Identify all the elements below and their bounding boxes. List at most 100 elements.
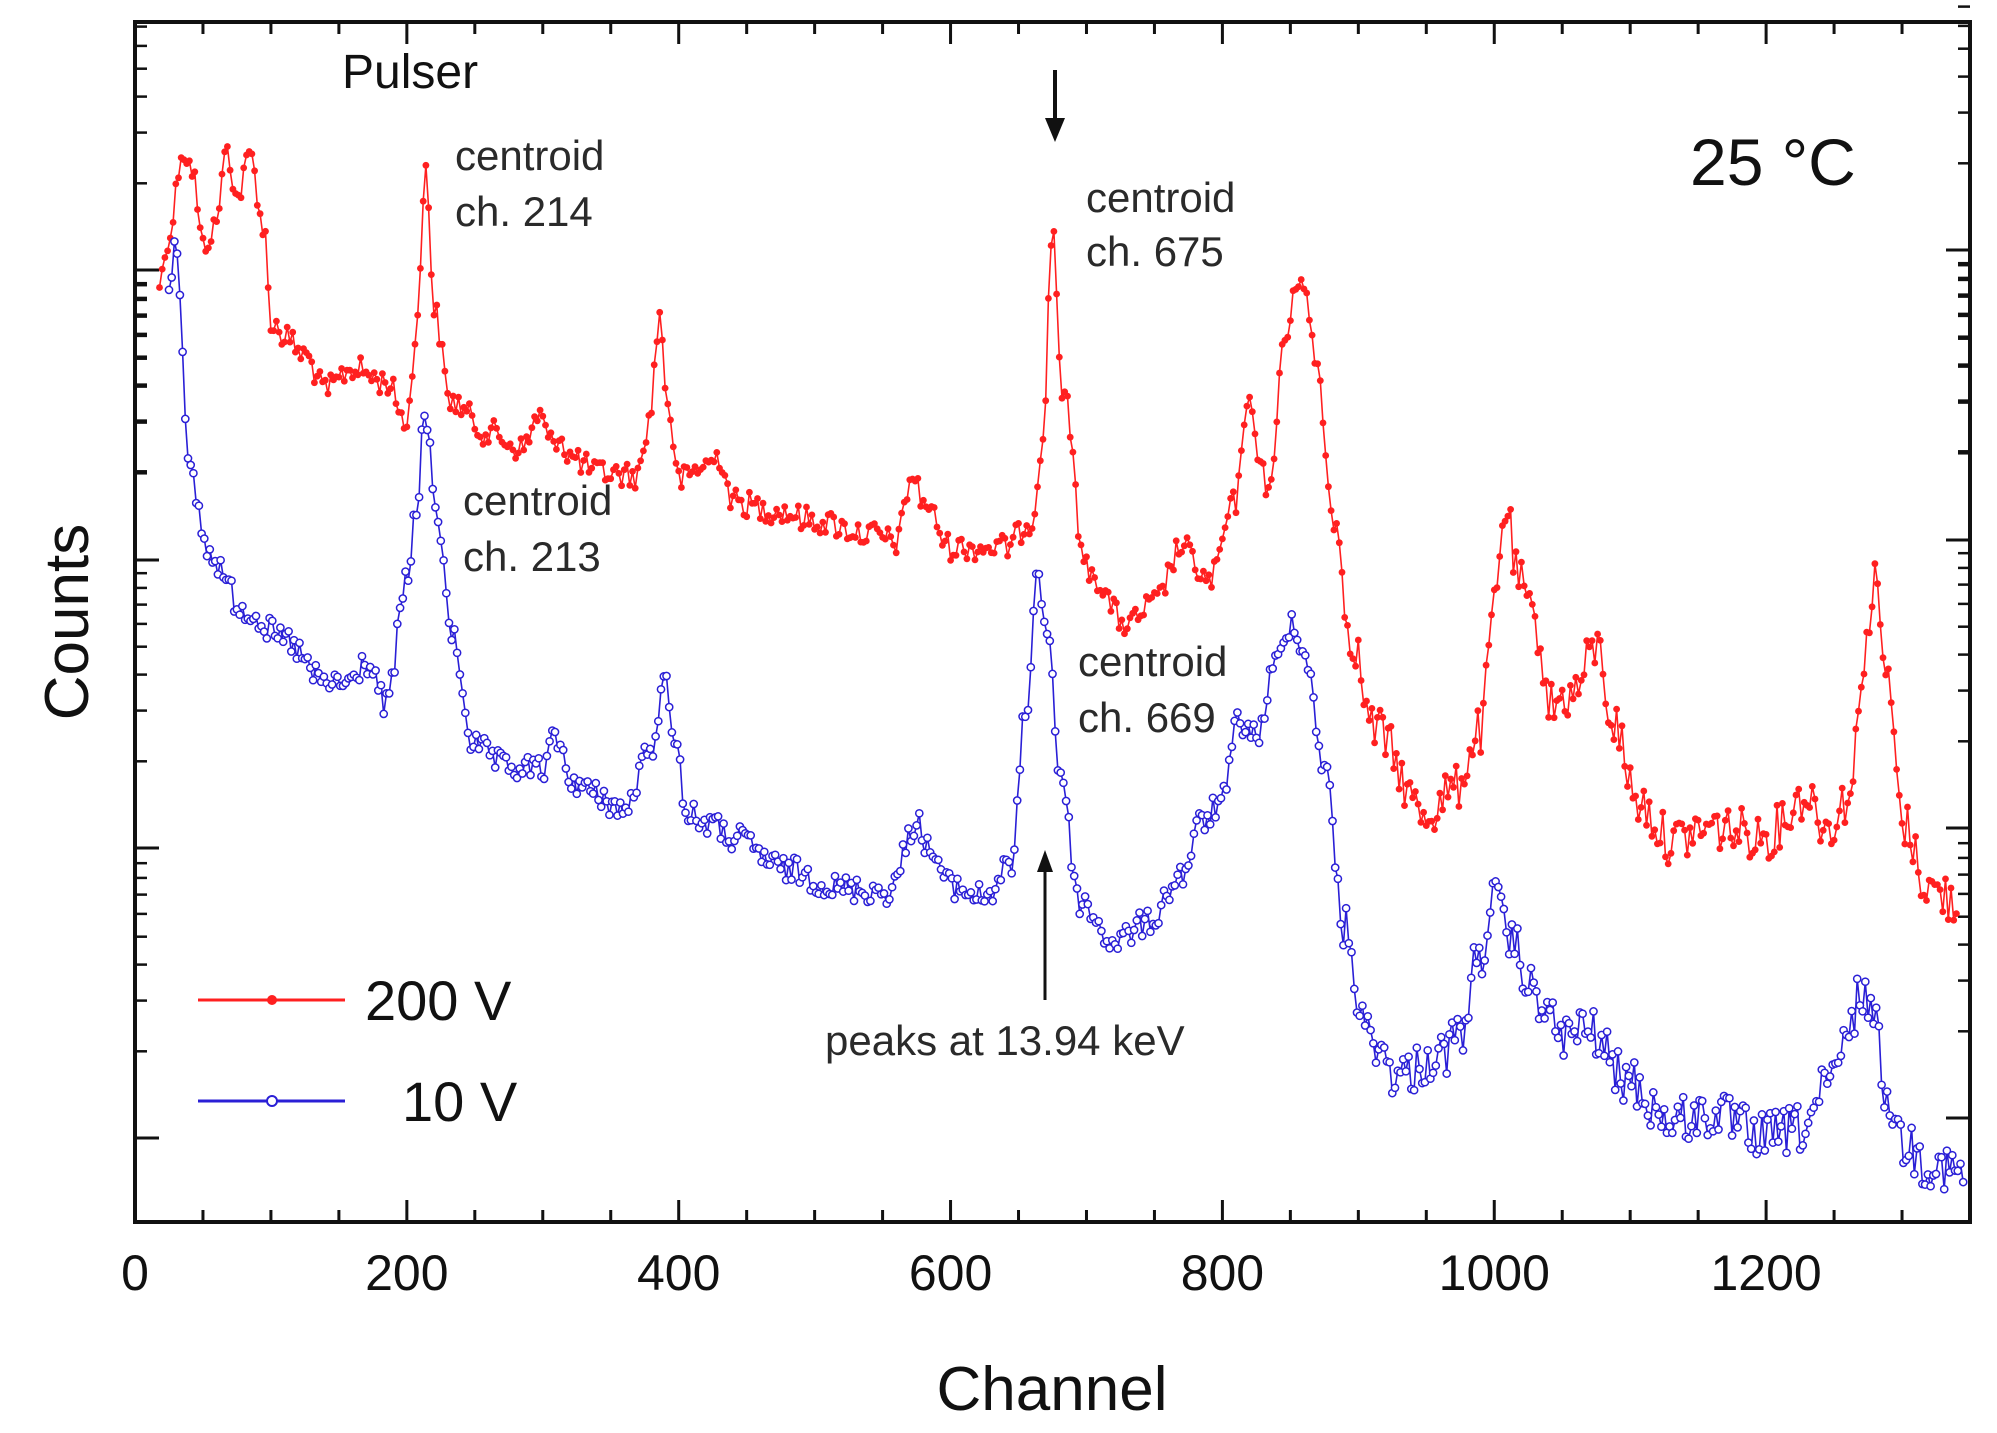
data-point [1355,1011,1365,1021]
data-point [1619,1096,1628,1105]
data-point [1009,533,1017,541]
data-point [167,273,177,282]
data-point [1007,541,1014,548]
data-point [414,492,424,502]
legend-label-10v: 10 V [402,1070,518,1133]
data-point [194,501,204,511]
data-point [1401,802,1408,809]
data-point [599,786,609,796]
data-point [305,352,313,360]
data-point [721,472,729,479]
data-point [1229,488,1237,496]
data-point [338,365,345,372]
data-point [1790,1109,1800,1119]
data-point [1621,1062,1631,1072]
data-point [1409,1085,1419,1095]
data-point [1374,714,1381,721]
data-point [1876,621,1884,628]
data-point [1224,513,1232,520]
data-point [618,482,625,490]
data-point [624,807,633,817]
data-point [1045,295,1052,302]
data-point [433,517,443,527]
data-point [816,529,824,537]
data-point [525,438,533,446]
data-point [971,556,979,564]
data-point [1488,611,1495,619]
data-point [1602,1027,1612,1037]
data-point [808,511,816,519]
data-point [1477,969,1487,979]
data-point [1942,875,1949,883]
peaks-note: peaks at 13.94 keV [825,1017,1185,1064]
data-point [817,880,826,890]
data-point [781,503,789,510]
data-point [1556,695,1563,702]
data-point [615,470,623,477]
data-point [379,370,386,377]
data-point [1806,804,1813,811]
data-point [1461,780,1468,788]
data-point [1624,1071,1634,1081]
data-point [912,821,921,830]
data-point [1602,700,1610,708]
data-point [634,464,642,472]
data-point [1643,1111,1653,1120]
data-point [1354,636,1362,644]
data-point [1249,720,1259,729]
data-point [466,400,473,407]
data-point [262,634,272,643]
blue-centroid-2-channel: ch. 669 [1078,694,1216,741]
data-point [406,397,413,404]
data-point [1847,790,1854,797]
data-point [727,844,737,854]
data-point [566,784,576,793]
data-point [642,439,650,446]
data-point [1502,927,1511,937]
data-point [1357,677,1365,684]
data-point [1528,601,1536,608]
data-point [1795,785,1803,793]
data-point [1409,794,1417,802]
data-point [759,847,769,857]
x-axis-ticks: 0 200 400 600 800 1000 1200 [121,22,1972,1301]
data-point [582,450,590,458]
data-point [1472,958,1481,968]
data-point [1137,931,1147,941]
data-point [542,421,549,429]
data-point [1773,801,1781,809]
data-point [871,520,878,528]
data-point [490,417,498,424]
data-point [226,166,234,174]
data-point [612,463,620,470]
data-point [1039,435,1047,443]
data-point [1626,764,1634,772]
data-point [389,375,397,383]
data-point [1121,630,1128,638]
data-point [675,755,685,764]
data-point [1200,825,1210,835]
data-point [1645,798,1653,806]
data-point [1303,289,1311,297]
data-point [901,848,911,858]
data-point [493,424,500,432]
data-point [172,249,182,258]
data-point [1126,938,1136,948]
data-point [1039,617,1049,627]
data-point [1094,916,1104,926]
200v-line [158,145,1958,921]
data-point [1678,1092,1688,1102]
data-point [1034,483,1041,491]
data-point [1520,582,1528,590]
data-point [460,708,470,718]
data-point [365,371,373,379]
data-point [1656,839,1664,847]
data-point [463,407,471,415]
data-point [1129,925,1139,935]
data-point [1104,588,1112,596]
data-point [767,519,775,527]
data-point [1213,556,1221,563]
data-point [186,157,193,165]
red-centroid-2-channel: ch. 675 [1086,228,1224,275]
data-point [1042,629,1052,639]
